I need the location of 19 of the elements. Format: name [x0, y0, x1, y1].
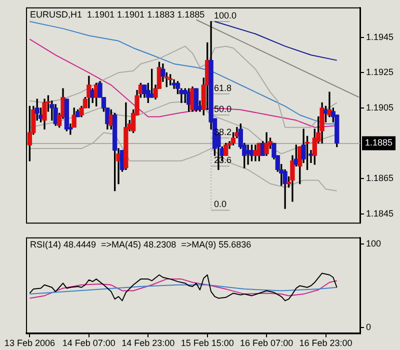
chart-title: RSI(14) 48.4449 =>MA(45) 48.2308 =>MA(9) 55.6836: [30, 239, 252, 250]
y-tick-label: 1.1945: [366, 32, 394, 42]
ref-line-label: 1.1885: [365, 138, 393, 148]
x-tick-label: 16 Feb 23:00: [299, 338, 352, 348]
series-label: 100.0: [214, 10, 237, 20]
x-tick-label: 14 Feb 07:00: [62, 338, 116, 348]
chart-title: EURUSD,H1 1.1901 1.1901 1.1883 1.1885: [30, 9, 205, 20]
series-label: 61.8: [214, 82, 232, 93]
x-tick-label: 14 Feb 23:00: [122, 338, 175, 348]
y-tick-label: 1.1925: [366, 67, 394, 78]
y-tick-label: 0: [366, 322, 372, 332]
x-tick-label: 15 Feb 15:00: [180, 338, 234, 348]
y-tick-label: 1.1845: [366, 208, 394, 218]
x-tick-label: 16 Feb 07:00: [240, 338, 294, 348]
series-label: 0.0: [214, 199, 227, 210]
y-tick-label: 100: [366, 238, 382, 249]
y-tick-label: 1.1865: [366, 172, 394, 183]
y-tick-label: 1.1905: [366, 102, 394, 112]
x-tick-label: 13 Feb 2006: [4, 338, 55, 348]
